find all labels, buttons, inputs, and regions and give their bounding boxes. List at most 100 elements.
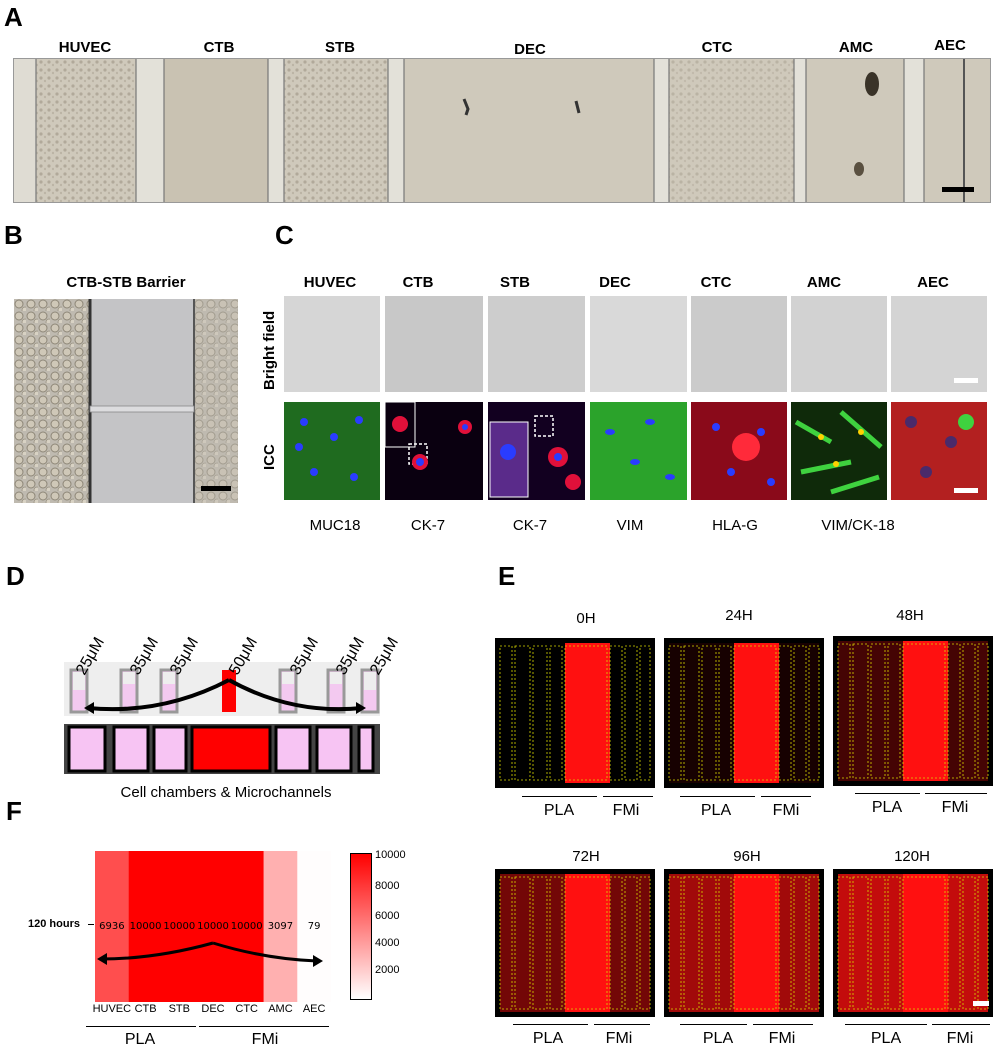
heatmap-svg: 6936 10000 10000 10000 10000 3097 79 [95,851,331,1002]
a-col-stb: STB [325,39,355,56]
heatmap-cell-huvec [95,851,130,1002]
e-underline-fmi-6 [932,1024,990,1025]
heatmap-cell-ctc [229,851,265,1002]
panel-d-label: D [6,561,25,591]
f-xlabels: HUVEC CTB STB DEC CTC AMC AEC [92,1003,331,1023]
panel-b-micrograph [14,299,238,503]
e-label-pla-3: PLA [871,799,903,816]
e-underline-fmi-5 [753,1024,813,1025]
e-time-96h: 96H [733,848,761,865]
heatmap-xlabel-huvec: HUVEC [92,1003,132,1015]
heatmap-arrow-left [100,941,214,961]
e-underline-pla-6 [845,1024,927,1025]
f-cbar-tick-4000: 4000 [375,937,400,949]
c-col-ctb: CTB [402,274,434,291]
heatmap-xlabel-dec: DEC [201,1003,225,1015]
f-cbar-tick-6000: 6000 [375,910,400,922]
scale-bar-c-icc [954,488,978,493]
scale-bar-e [973,1001,989,1006]
heatmap-arrow-right [212,941,318,963]
c-col-amc: AMC [806,274,842,291]
panel-f-label: F [6,796,22,826]
panel-b-label: B [4,220,23,250]
e-img-96h [664,869,824,1017]
panel-d-diagram [62,600,392,780]
c-marker-ck7-a: CK-7 [410,517,446,534]
heatmap-value-dec: 10000 [197,921,229,932]
e-underline-pla-5 [680,1024,747,1025]
e-img-120h [833,869,993,1017]
f-underline-fmi [199,1026,329,1027]
e-label-pla-1: PLA [543,802,575,819]
c-col-stb: STB [500,274,530,291]
c-row-label-brightfield: Bright field [261,310,278,390]
e-img-48h [833,636,993,786]
c-bf-ctc [691,296,787,392]
panel-a-micrograph [13,58,991,203]
c-bf-ctb [385,296,483,392]
f-row-label: 120 hours [28,918,80,930]
panel-c-label: C [275,220,294,250]
e-label-fmi-2: FMi [772,802,800,819]
c-marker-vim-ck18: VIM/CK-18 [821,517,895,534]
c-icc-huvec [284,402,380,500]
heatmap-value-huvec: 6936 [99,921,124,932]
heatmap-value-ctb: 10000 [130,921,162,932]
c-marker-ck7-b: CK-7 [512,517,548,534]
e-label-fmi-6: FMi [946,1030,974,1047]
heatmap-value-aec: 79 [308,921,321,932]
e-label-fmi-4: FMi [605,1030,633,1047]
e-img-72h [495,869,655,1017]
f-label-fmi: FMi [251,1031,279,1048]
f-cbar-tick-8000: 8000 [375,880,400,892]
c-bf-stb [488,296,585,392]
f-row-tick [88,924,94,925]
scale-bar-b [201,486,231,491]
c-col-huvec: HUVEC [303,274,357,291]
e-time-48h: 48H [896,607,924,624]
f-cbar-tick-2000: 2000 [375,964,400,976]
f-label-pla: PLA [124,1031,156,1048]
heatmap-cell-amc [263,851,298,1002]
panel-e-label: E [498,561,516,591]
e-underline-pla-2 [680,796,755,797]
e-underline-fmi-2 [761,796,811,797]
heatmap-cell-dec [196,851,231,1002]
heatmap-xlabel-amc: AMC [268,1003,293,1015]
heatmap-xlabel-ctc: CTC [235,1003,259,1015]
e-label-pla-6: PLA [870,1030,902,1047]
heatmap-arrowhead-left [97,953,107,965]
c-icc-aec [891,402,987,500]
c-bf-dec [590,296,687,392]
e-img-24h [664,638,824,788]
e-img-0h [495,638,655,788]
d-caption: Cell chambers & Microchannels [120,784,332,801]
c-marker-hlag: HLA-G [712,517,758,534]
scale-bar-a [942,187,974,192]
c-icc-ctb [385,402,483,500]
c-col-dec: DEC [599,274,631,291]
e-underline-pla-3 [855,793,920,794]
heatmap-cell-stb [162,851,197,1002]
e-label-pla-5: PLA [702,1030,734,1047]
e-underline-fmi-1 [603,796,653,797]
e-time-24h: 24H [725,607,753,624]
b-title: CTB-STB Barrier [66,274,186,291]
a-col-ctc: CTC [701,39,733,56]
c-icc-ctc [691,402,787,500]
heatmap-cell-aec [297,851,331,1002]
c-marker-vim: VIM [616,517,644,534]
e-time-120h: 120H [894,848,930,865]
f-colorbar [350,853,372,1000]
heatmap-xlabel-stb: STB [168,1003,190,1015]
a-col-aec: AEC [934,37,966,54]
e-underline-fmi-3 [925,793,987,794]
e-underline-pla-4 [513,1024,588,1025]
c-icc-dec [590,402,687,500]
e-underline-fmi-4 [594,1024,650,1025]
a-col-huvec: HUVEC [58,39,112,56]
e-label-pla-4: PLA [532,1030,564,1047]
c-bf-huvec [284,296,380,392]
e-time-0h: 0H [576,610,596,627]
heatmap-cell-ctb [128,851,163,1002]
